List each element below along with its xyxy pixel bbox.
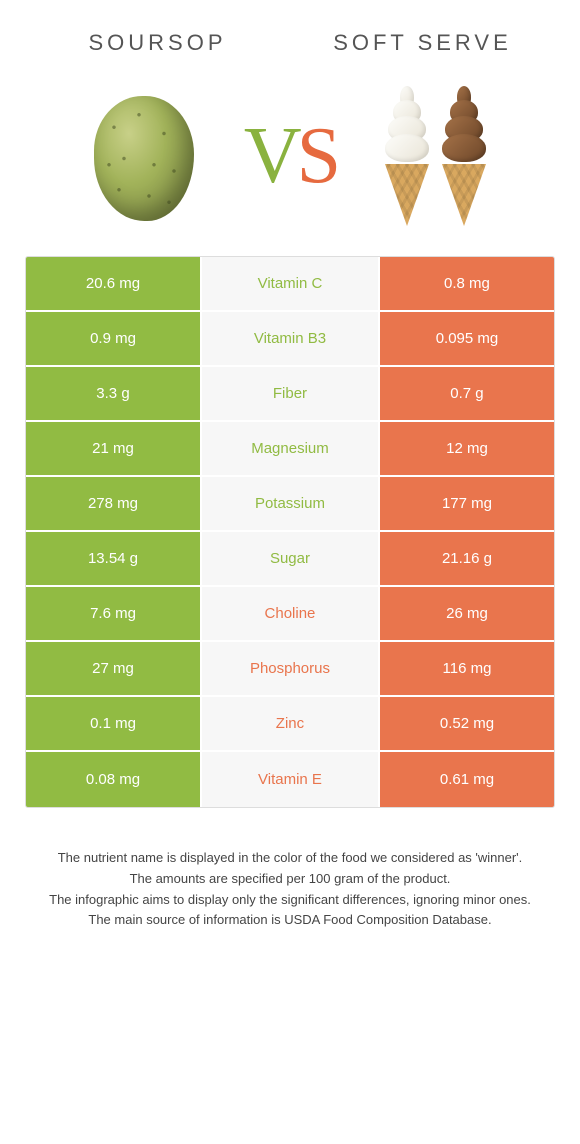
vs-s: S: [297, 112, 337, 200]
nutrient-name: Phosphorus: [202, 642, 378, 695]
left-value: 27 mg: [26, 642, 202, 695]
left-value: 0.9 mg: [26, 312, 202, 365]
footer-line: The infographic aims to display only the…: [25, 890, 555, 911]
right-value: 21.16 g: [378, 532, 554, 585]
footer-line: The amounts are specified per 100 gram o…: [25, 869, 555, 890]
left-food-title: SOURSOP: [25, 30, 290, 56]
soursop-icon: [89, 91, 199, 221]
images-row: VS: [25, 86, 555, 226]
right-food-title: Soft serve: [290, 30, 555, 56]
nutrient-row: 13.54 gSugar21.16 g: [26, 532, 554, 587]
nutrient-row: 0.08 mgVitamin E0.61 mg: [26, 752, 554, 807]
titles-row: SOURSOP Soft serve: [25, 30, 555, 56]
right-value: 26 mg: [378, 587, 554, 640]
nutrient-row: 21 mgMagnesium12 mg: [26, 422, 554, 477]
left-value: 7.6 mg: [26, 587, 202, 640]
nutrient-name: Potassium: [202, 477, 378, 530]
nutrient-name: Zinc: [202, 697, 378, 750]
left-food-image: [45, 91, 244, 221]
right-value: 12 mg: [378, 422, 554, 475]
right-value: 0.7 g: [378, 367, 554, 420]
left-value: 0.08 mg: [26, 752, 202, 807]
nutrient-name: Vitamin B3: [202, 312, 378, 365]
nutrient-row: 0.9 mgVitamin B30.095 mg: [26, 312, 554, 367]
right-value: 0.8 mg: [378, 257, 554, 310]
softserve-icon: [380, 86, 492, 226]
nutrient-table: 20.6 mgVitamin C0.8 mg0.9 mgVitamin B30.…: [25, 256, 555, 808]
right-value: 0.61 mg: [378, 752, 554, 807]
nutrient-row: 20.6 mgVitamin C0.8 mg: [26, 257, 554, 312]
nutrient-name: Sugar: [202, 532, 378, 585]
right-value: 0.52 mg: [378, 697, 554, 750]
nutrient-row: 7.6 mgCholine26 mg: [26, 587, 554, 642]
nutrient-row: 3.3 gFiber0.7 g: [26, 367, 554, 422]
footer-line: The nutrient name is displayed in the co…: [25, 848, 555, 869]
left-value: 3.3 g: [26, 367, 202, 420]
left-value: 278 mg: [26, 477, 202, 530]
nutrient-name: Magnesium: [202, 422, 378, 475]
right-value: 177 mg: [378, 477, 554, 530]
footer-notes: The nutrient name is displayed in the co…: [25, 848, 555, 931]
vs-label: VS: [244, 111, 336, 202]
right-value: 0.095 mg: [378, 312, 554, 365]
nutrient-name: Vitamin C: [202, 257, 378, 310]
nutrient-row: 0.1 mgZinc0.52 mg: [26, 697, 554, 752]
nutrient-name: Vitamin E: [202, 752, 378, 807]
nutrient-name: Fiber: [202, 367, 378, 420]
nutrient-row: 27 mgPhosphorus116 mg: [26, 642, 554, 697]
left-value: 20.6 mg: [26, 257, 202, 310]
vs-v: V: [244, 112, 297, 200]
nutrient-row: 278 mgPotassium177 mg: [26, 477, 554, 532]
left-value: 0.1 mg: [26, 697, 202, 750]
left-value: 13.54 g: [26, 532, 202, 585]
footer-line: The main source of information is USDA F…: [25, 910, 555, 931]
nutrient-name: Choline: [202, 587, 378, 640]
right-value: 116 mg: [378, 642, 554, 695]
left-value: 21 mg: [26, 422, 202, 475]
right-food-image: [336, 86, 535, 226]
